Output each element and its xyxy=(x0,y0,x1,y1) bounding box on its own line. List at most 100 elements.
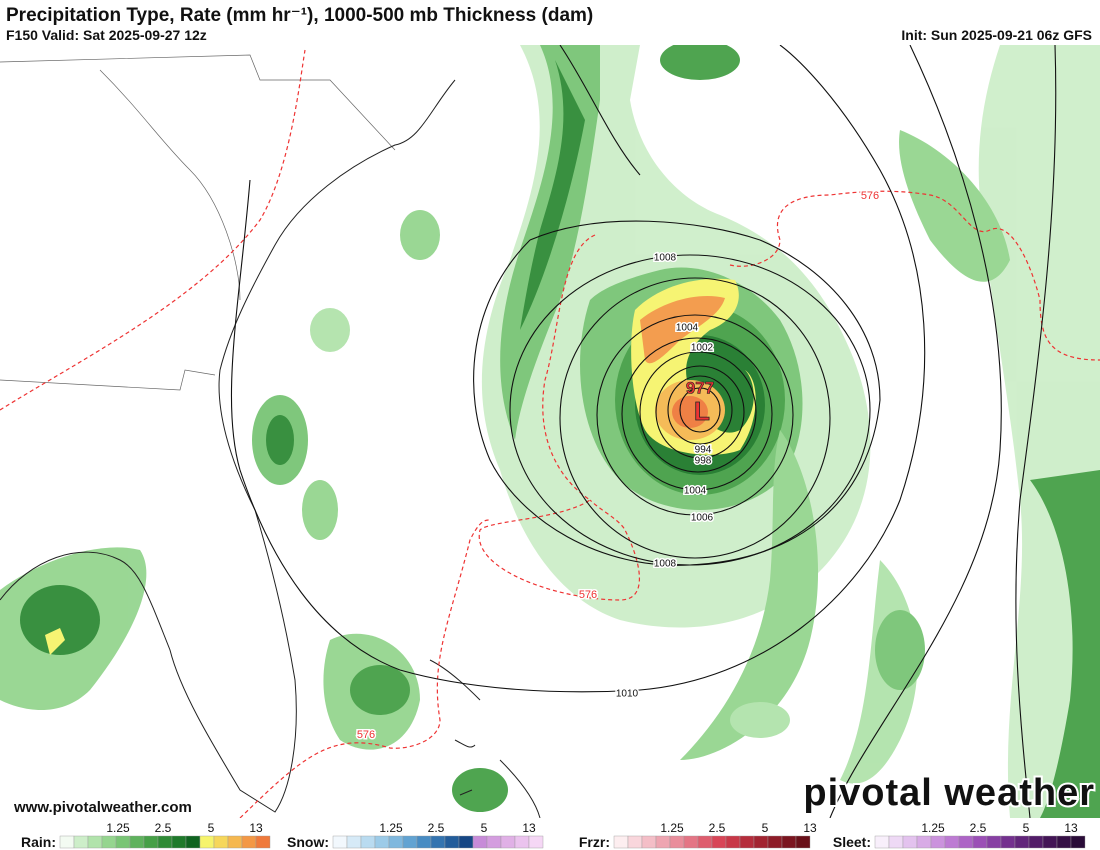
isobars xyxy=(230,45,1057,818)
legend-tick: 1.25 xyxy=(379,821,403,835)
legend-swatch xyxy=(388,835,404,849)
legend-swatch xyxy=(157,835,173,849)
legend-swatch xyxy=(115,835,131,849)
legend-swatch xyxy=(1056,835,1072,849)
isobar-label: 994 xyxy=(695,445,712,456)
legend-tick: 2.5 xyxy=(155,821,172,835)
legend-swatch xyxy=(360,835,376,849)
legend-swatch xyxy=(402,835,418,849)
map-title: Precipitation Type, Rate (mm hr⁻¹), 1000… xyxy=(6,5,593,26)
legend-swatch xyxy=(374,835,390,849)
legend-swatch xyxy=(185,835,201,849)
legend-swatch xyxy=(986,835,1002,849)
legend-swatch xyxy=(332,835,348,849)
legend-tick: 13 xyxy=(522,821,536,835)
legend-swatch xyxy=(888,835,904,849)
legend-swatch xyxy=(444,835,460,849)
legend: Rain: 1.25 2.5 5 13 Snow: 1.25 2.5 5 13 Frzr: 1.25 2… xyxy=(21,821,1086,850)
legend-tick: 13 xyxy=(803,821,817,835)
isobar-label: 1002 xyxy=(691,343,714,354)
legend-label: Rain: xyxy=(21,834,56,850)
legend-tick: 13 xyxy=(249,821,263,835)
legend-swatch xyxy=(781,835,797,849)
legend-label: Frzr: xyxy=(579,834,610,850)
thickness-label: 576 xyxy=(579,589,597,601)
legend-swatch xyxy=(711,835,727,849)
legend-tick: 5 xyxy=(1023,821,1030,835)
init-time: Init: Sun 2025-09-21 06z GFS xyxy=(901,27,1092,43)
legend-tick: 2.5 xyxy=(970,821,987,835)
isobar-label: 1008 xyxy=(654,253,677,264)
isobar-label: 998 xyxy=(695,456,712,467)
legend-swatch xyxy=(430,835,446,849)
legend-swatch xyxy=(213,835,229,849)
legend-swatch xyxy=(1028,835,1044,849)
valid-time: F150 Valid: Sat 2025-09-27 12z xyxy=(6,27,207,43)
legend-tick: 2.5 xyxy=(709,821,726,835)
precipitation xyxy=(0,45,1100,818)
legend-swatch xyxy=(199,835,215,849)
legend-swatch xyxy=(641,835,657,849)
legend-swatch xyxy=(500,835,516,849)
legend-swatch xyxy=(514,835,530,849)
legend-swatch xyxy=(255,835,271,849)
legend-swatch xyxy=(725,835,741,849)
legend-tick: 5 xyxy=(762,821,769,835)
isobar-label: 1008 xyxy=(654,559,677,570)
legend-tick: 13 xyxy=(1064,821,1078,835)
legend-swatch xyxy=(972,835,988,849)
geography xyxy=(0,54,541,818)
thickness-label: 576 xyxy=(861,190,879,202)
legend-swatch xyxy=(767,835,783,849)
legend-swatch xyxy=(795,835,811,849)
low-symbol: L xyxy=(694,396,710,426)
legend-swatch xyxy=(958,835,974,849)
legend-swatch xyxy=(143,835,159,849)
legend-swatch xyxy=(753,835,769,849)
logo: pivotal weather xyxy=(803,772,1095,814)
website: www.pivotalweather.com xyxy=(13,799,192,816)
legend-tick: 1.25 xyxy=(106,821,130,835)
legend-swatch xyxy=(129,835,145,849)
legend-swatch xyxy=(472,835,488,849)
isobar-label: 1004 xyxy=(684,486,707,497)
legend-swatch xyxy=(627,835,643,849)
legend-tick: 5 xyxy=(208,821,215,835)
legend-tick: 5 xyxy=(481,821,488,835)
legend-swatch xyxy=(528,835,544,849)
legend-swatch xyxy=(73,835,89,849)
legend-swatch xyxy=(227,835,243,849)
legend-swatch xyxy=(1070,835,1086,849)
legend-swatch xyxy=(101,835,117,849)
legend-swatch xyxy=(683,835,699,849)
legend-swatch xyxy=(902,835,918,849)
legend-swatch xyxy=(87,835,103,849)
legend-tick: 1.25 xyxy=(921,821,945,835)
isobar-label: 1006 xyxy=(691,513,714,524)
legend-label: Snow: xyxy=(287,834,329,850)
legend-swatch xyxy=(697,835,713,849)
legend-swatch xyxy=(1000,835,1016,849)
thickness-label: 576 xyxy=(357,729,375,741)
legend-swatch xyxy=(241,835,257,849)
isobar-label: 1004 xyxy=(676,323,699,334)
map: 1008 1004 1002 994 998 1004 1006 1008 10… xyxy=(0,45,1100,818)
legend-swatch xyxy=(739,835,755,849)
legend-swatch xyxy=(916,835,932,849)
legend-swatch xyxy=(874,835,890,849)
legend-swatch xyxy=(1042,835,1058,849)
legend-swatch xyxy=(458,835,474,849)
isobar-label: 1010 xyxy=(616,689,639,700)
legend-swatch xyxy=(416,835,432,849)
legend-swatch xyxy=(930,835,946,849)
legend-swatch xyxy=(486,835,502,849)
legend-swatch xyxy=(171,835,187,849)
legend-swatch xyxy=(669,835,685,849)
legend-tick: 1.25 xyxy=(660,821,684,835)
legend-tick: 2.5 xyxy=(428,821,445,835)
legend-swatch xyxy=(59,835,75,849)
legend-swatch xyxy=(1014,835,1030,849)
legend-swatch xyxy=(613,835,629,849)
low-pressure-value: 977 xyxy=(686,378,714,397)
